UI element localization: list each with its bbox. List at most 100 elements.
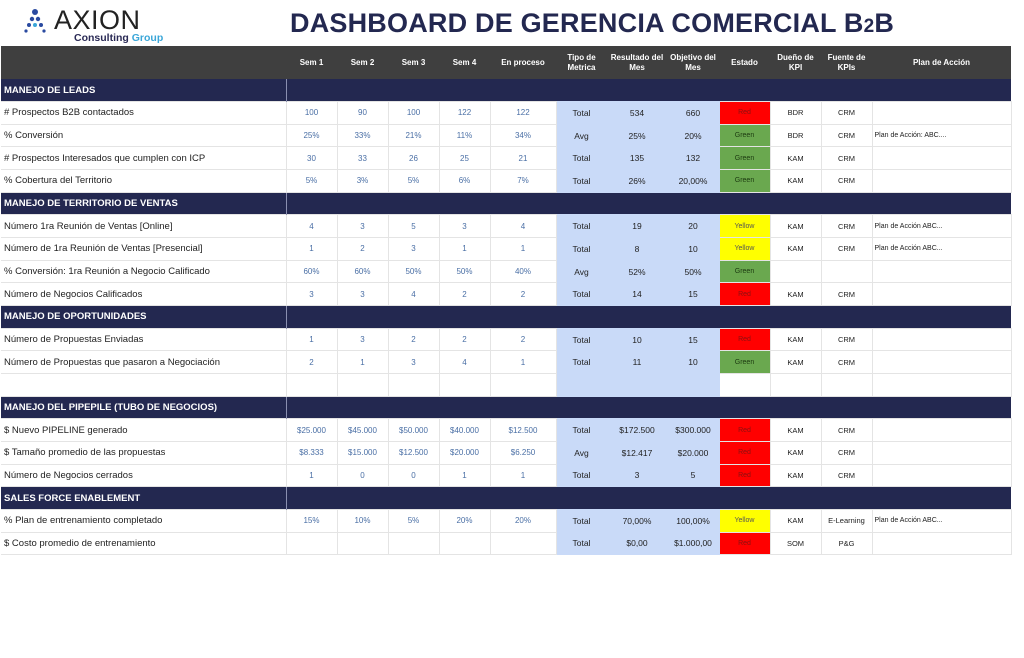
kpi-source[interactable]: CRM <box>820 146 873 171</box>
kpi-owner[interactable]: KAM <box>769 146 822 171</box>
week-3-value[interactable]: 26 <box>387 146 440 171</box>
week-3-value[interactable] <box>387 373 440 397</box>
week-1-value[interactable]: 1 <box>285 327 338 352</box>
week-2-value[interactable]: 10% <box>336 508 389 533</box>
week-2-value[interactable]: 3% <box>336 169 389 193</box>
week-2-value[interactable]: 60% <box>336 259 389 284</box>
week-2-value[interactable] <box>336 373 389 397</box>
kpi-source[interactable]: CRM <box>820 237 873 261</box>
week-1-value[interactable]: $8.333 <box>285 441 338 465</box>
kpi-owner[interactable]: KAM <box>769 327 822 352</box>
in-progress-value[interactable]: 122 <box>489 101 557 125</box>
in-progress-value[interactable]: 40% <box>489 259 557 284</box>
week-3-value[interactable]: $12.500 <box>387 441 440 465</box>
week-4-value[interactable] <box>438 531 491 556</box>
in-progress-value[interactable]: 7% <box>489 169 557 193</box>
week-2-value[interactable]: 3 <box>336 214 389 239</box>
kpi-source[interactable]: CRM <box>820 214 873 239</box>
in-progress-value[interactable]: 1 <box>489 350 557 375</box>
action-plan[interactable]: Plan de Acción ABC... <box>871 237 1012 261</box>
week-4-value[interactable] <box>438 373 491 397</box>
kpi-source[interactable]: CRM <box>820 327 873 352</box>
in-progress-value[interactable]: 34% <box>489 123 557 148</box>
action-plan[interactable] <box>871 282 1012 307</box>
kpi-source[interactable]: CRM <box>820 441 873 465</box>
week-3-value[interactable]: 5% <box>387 508 440 533</box>
week-2-value[interactable]: 90 <box>336 101 389 125</box>
kpi-source[interactable]: CRM <box>820 169 873 193</box>
kpi-source[interactable]: CRM <box>820 282 873 307</box>
kpi-owner[interactable]: KAM <box>769 508 822 533</box>
action-plan[interactable] <box>871 327 1012 352</box>
in-progress-value[interactable]: 2 <box>489 327 557 352</box>
in-progress-value[interactable]: 2 <box>489 282 557 307</box>
week-4-value[interactable]: $20.000 <box>438 441 491 465</box>
week-4-value[interactable]: 20% <box>438 508 491 533</box>
week-3-value[interactable]: 50% <box>387 259 440 284</box>
kpi-source[interactable]: CRM <box>820 101 873 125</box>
kpi-owner[interactable]: KAM <box>769 350 822 375</box>
week-1-value[interactable]: 5% <box>285 169 338 193</box>
kpi-owner[interactable]: KAM <box>769 214 822 239</box>
action-plan[interactable] <box>871 531 1012 556</box>
kpi-owner[interactable]: KAM <box>769 237 822 261</box>
kpi-owner[interactable]: BDR <box>769 123 822 148</box>
action-plan[interactable]: Plan de Acción ABC... <box>871 214 1012 239</box>
week-1-value[interactable]: 1 <box>285 463 338 488</box>
action-plan[interactable] <box>871 418 1012 442</box>
week-2-value[interactable]: 0 <box>336 463 389 488</box>
action-plan[interactable] <box>871 259 1012 284</box>
kpi-owner[interactable] <box>769 259 822 284</box>
week-1-value[interactable]: 25% <box>285 123 338 148</box>
week-1-value[interactable]: $25.000 <box>285 418 338 442</box>
action-plan[interactable] <box>871 441 1012 465</box>
action-plan[interactable] <box>871 101 1012 125</box>
week-1-value[interactable]: 2 <box>285 350 338 375</box>
week-3-value[interactable]: 5 <box>387 214 440 239</box>
week-3-value[interactable]: 4 <box>387 282 440 307</box>
week-2-value[interactable]: 3 <box>336 327 389 352</box>
action-plan[interactable] <box>871 463 1012 488</box>
week-2-value[interactable] <box>336 531 389 556</box>
week-2-value[interactable]: 33 <box>336 146 389 171</box>
week-2-value[interactable]: 1 <box>336 350 389 375</box>
week-2-value[interactable]: 2 <box>336 237 389 261</box>
in-progress-value[interactable]: $12.500 <box>489 418 557 442</box>
kpi-owner[interactable]: KAM <box>769 463 822 488</box>
week-4-value[interactable]: 4 <box>438 350 491 375</box>
week-4-value[interactable]: 50% <box>438 259 491 284</box>
action-plan[interactable]: Plan de Acción ABC... <box>871 508 1012 533</box>
week-1-value[interactable]: 3 <box>285 282 338 307</box>
week-1-value[interactable]: 1 <box>285 237 338 261</box>
week-1-value[interactable]: 15% <box>285 508 338 533</box>
in-progress-value[interactable]: 21 <box>489 146 557 171</box>
kpi-source[interactable]: P&G <box>820 531 873 556</box>
week-4-value[interactable]: 122 <box>438 101 491 125</box>
in-progress-value[interactable]: $6.250 <box>489 441 557 465</box>
week-1-value[interactable]: 60% <box>285 259 338 284</box>
kpi-owner[interactable]: BDR <box>769 101 822 125</box>
kpi-source[interactable]: CRM <box>820 123 873 148</box>
kpi-owner[interactable]: KAM <box>769 441 822 465</box>
action-plan[interactable] <box>871 373 1012 397</box>
action-plan[interactable]: Plan de Acción: ABC.... <box>871 123 1012 148</box>
week-1-value[interactable] <box>285 373 338 397</box>
week-2-value[interactable]: $15.000 <box>336 441 389 465</box>
week-3-value[interactable]: 0 <box>387 463 440 488</box>
week-4-value[interactable]: 1 <box>438 237 491 261</box>
week-1-value[interactable] <box>285 531 338 556</box>
week-2-value[interactable]: 3 <box>336 282 389 307</box>
week-3-value[interactable]: 5% <box>387 169 440 193</box>
kpi-source[interactable] <box>820 373 873 397</box>
action-plan[interactable] <box>871 169 1012 193</box>
kpi-owner[interactable]: KAM <box>769 418 822 442</box>
week-1-value[interactable]: 4 <box>285 214 338 239</box>
in-progress-value[interactable] <box>489 373 557 397</box>
week-3-value[interactable]: 3 <box>387 350 440 375</box>
kpi-owner[interactable]: KAM <box>769 169 822 193</box>
in-progress-value[interactable] <box>489 531 557 556</box>
week-3-value[interactable] <box>387 531 440 556</box>
week-4-value[interactable]: $40.000 <box>438 418 491 442</box>
kpi-source[interactable] <box>820 259 873 284</box>
action-plan[interactable] <box>871 350 1012 375</box>
